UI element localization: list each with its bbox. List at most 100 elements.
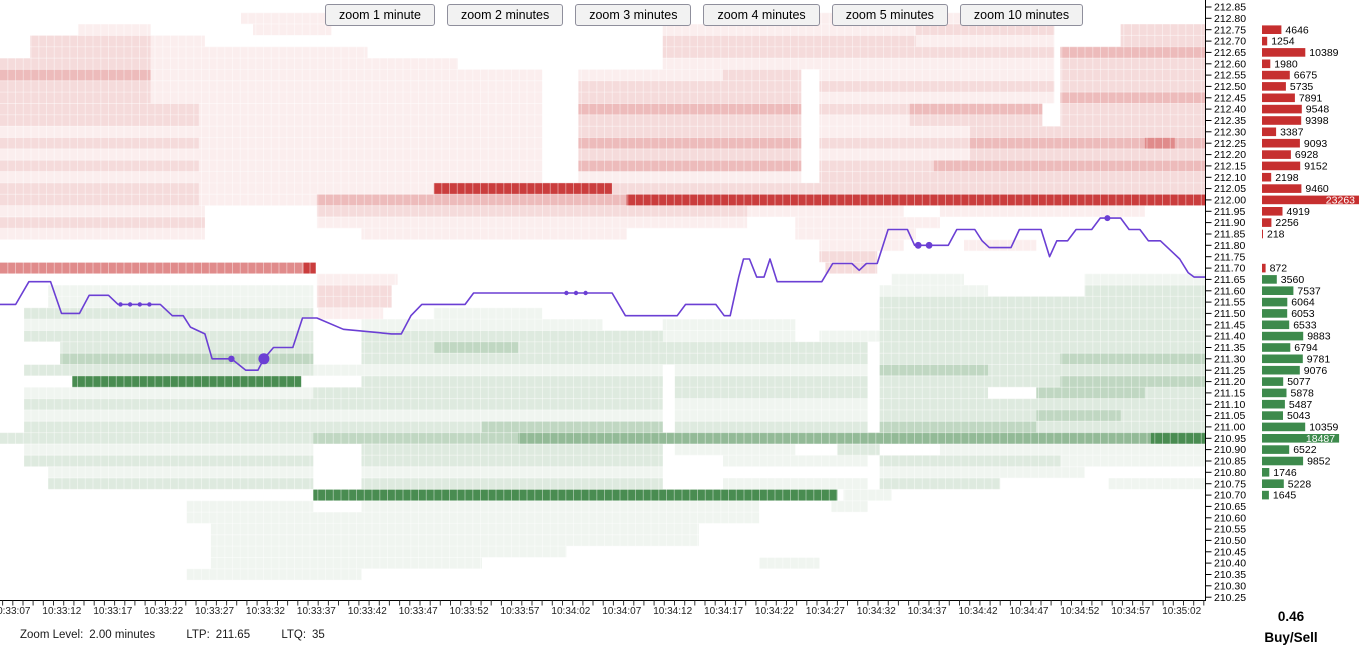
heatmap-layer [0,12,1205,581]
price-axis-label: 212.40 [1214,104,1246,116]
time-axis-label: 10:33:27 [195,606,234,617]
volume-bar-value: 3387 [1280,126,1304,138]
heatmap-cell-band [0,126,543,138]
volume-bar [1262,320,1290,330]
volume-bar-value: 9883 [1307,331,1331,343]
heatmap-cell-band [198,194,317,206]
heatmap-cell-band [48,478,314,490]
volume-bar-value: 9781 [1307,353,1331,365]
price-axis-label: 212.15 [1214,161,1246,173]
zoom-5-minutes-button[interactable]: zoom 5 minutes [831,4,948,26]
heatmap-cell-band [1060,46,1205,59]
heatmap-cell-band [819,148,970,161]
heatmap-cell-band [578,92,802,104]
price-axis-label: 212.30 [1214,126,1246,138]
price-axis-label: 211.20 [1214,376,1245,388]
price-axis-label: 211.65 [1214,274,1245,286]
heatmap-cell-band [316,273,398,286]
zoom-10-minutes-button[interactable]: zoom 10 minutes [959,4,1084,26]
heatmap-cell-band [674,409,868,422]
price-axis-label: 210.25 [1214,592,1246,604]
price-axis-label: 212.25 [1214,138,1246,150]
heatmap-cell-band [879,285,989,297]
heatmap-cell-band [723,455,868,467]
price-axis-label: 210.35 [1214,569,1246,581]
volume-bar [1262,59,1271,69]
volume-bar [1262,138,1300,148]
heatmap-cell-band [879,398,1205,410]
heatmap-cell-band [674,444,796,456]
volume-bar-value: 9093 [1304,138,1328,150]
volume-bar [1262,445,1290,454]
heatmap-cell-band [819,251,878,263]
heatmap-cell-band [0,114,199,127]
time-axis-label: 10:34:07 [602,606,641,617]
heatmap-cell-band [318,307,384,320]
heatmap-cell-band [578,171,802,183]
heatmap-cell-band [198,160,543,172]
heatmap-cell-band [747,205,904,217]
heatmap-cell-band [361,341,434,354]
heatmap-cell-band [0,137,199,149]
volume-bar [1262,93,1295,103]
heatmap-cell-band [831,500,868,513]
heatmap-cell-band [662,330,796,342]
heatmap-cell-band [933,160,1205,172]
volume-bar [1262,388,1287,398]
volume-bar [1262,161,1301,171]
price-axis-label: 211.55 [1214,297,1245,309]
heatmap-cell-band [1060,353,1205,365]
heatmap-cell-band [1060,114,1205,127]
heatmap-cell-band [0,228,205,240]
heatmap-cell-band [819,126,970,138]
heatmap-cell-band [361,455,663,467]
heatmap-cell-band [24,421,314,433]
volume-bar-value: 4919 [1287,206,1311,218]
heatmap-cell-band [662,46,1055,59]
volume-bar [1262,434,1340,443]
heatmap-cell-band [1060,92,1205,104]
heatmap-cell-band [313,421,482,433]
price-axis-label: 211.10 [1214,399,1245,411]
ltp-marker-dot [147,302,152,307]
heatmap-cell-band [0,182,199,195]
heatmap-cell-band [78,24,151,36]
volume-bar-value: 23263 [1326,195,1355,207]
heatmap-cell-band [970,137,1145,149]
heatmap-cell-band [1036,409,1121,422]
zoom-2-minutes-button[interactable]: zoom 2 minutes [446,4,564,26]
heatmap-cell-band [361,375,663,388]
ltp-marker-dot [137,302,142,307]
heatmap-cell-band [879,455,1061,467]
zoom-level-label: Zoom Level: [20,629,84,641]
volume-bar-value: 18487 [1306,433,1335,445]
heatmap-cell-band [361,466,663,479]
volume-bar [1262,82,1286,91]
time-axis-label: 10:34:22 [755,606,794,617]
heatmap-cell-band [313,387,663,399]
volume-bar-value: 9548 [1306,104,1330,116]
zoom-4-minutes-button[interactable]: zoom 4 minutes [703,4,820,26]
grid-overlay [0,0,1205,600]
volume-bar [1262,184,1302,193]
time-axis-label: 10:33:32 [246,606,285,617]
zoom-3-minutes-button[interactable]: zoom 3 minutes [575,4,692,26]
heatmap-cell-band [795,217,940,229]
heatmap-cell-band [24,364,314,376]
volume-bar-value: 2256 [1275,217,1299,229]
heatmap-cell-band [48,466,314,479]
heatmap-cell-band [723,478,868,490]
ltp-marker-dot [1104,215,1111,222]
heatmap-cell-band [0,103,199,115]
volume-bar [1262,331,1304,341]
volume-bar [1262,127,1277,137]
volume-bar [1262,377,1284,386]
buy-sell-ratio-panel: 0.46 Buy/Sell [1248,606,1334,648]
volume-bar-value: 1645 [1273,490,1297,502]
heatmap-cell-band [186,568,362,581]
zoom-1-minute-button[interactable]: zoom 1 minute [325,4,435,26]
heatmap-cell-band [759,557,820,569]
heatmap-cell-band [843,489,892,501]
ltp-marker-dot [573,290,579,296]
